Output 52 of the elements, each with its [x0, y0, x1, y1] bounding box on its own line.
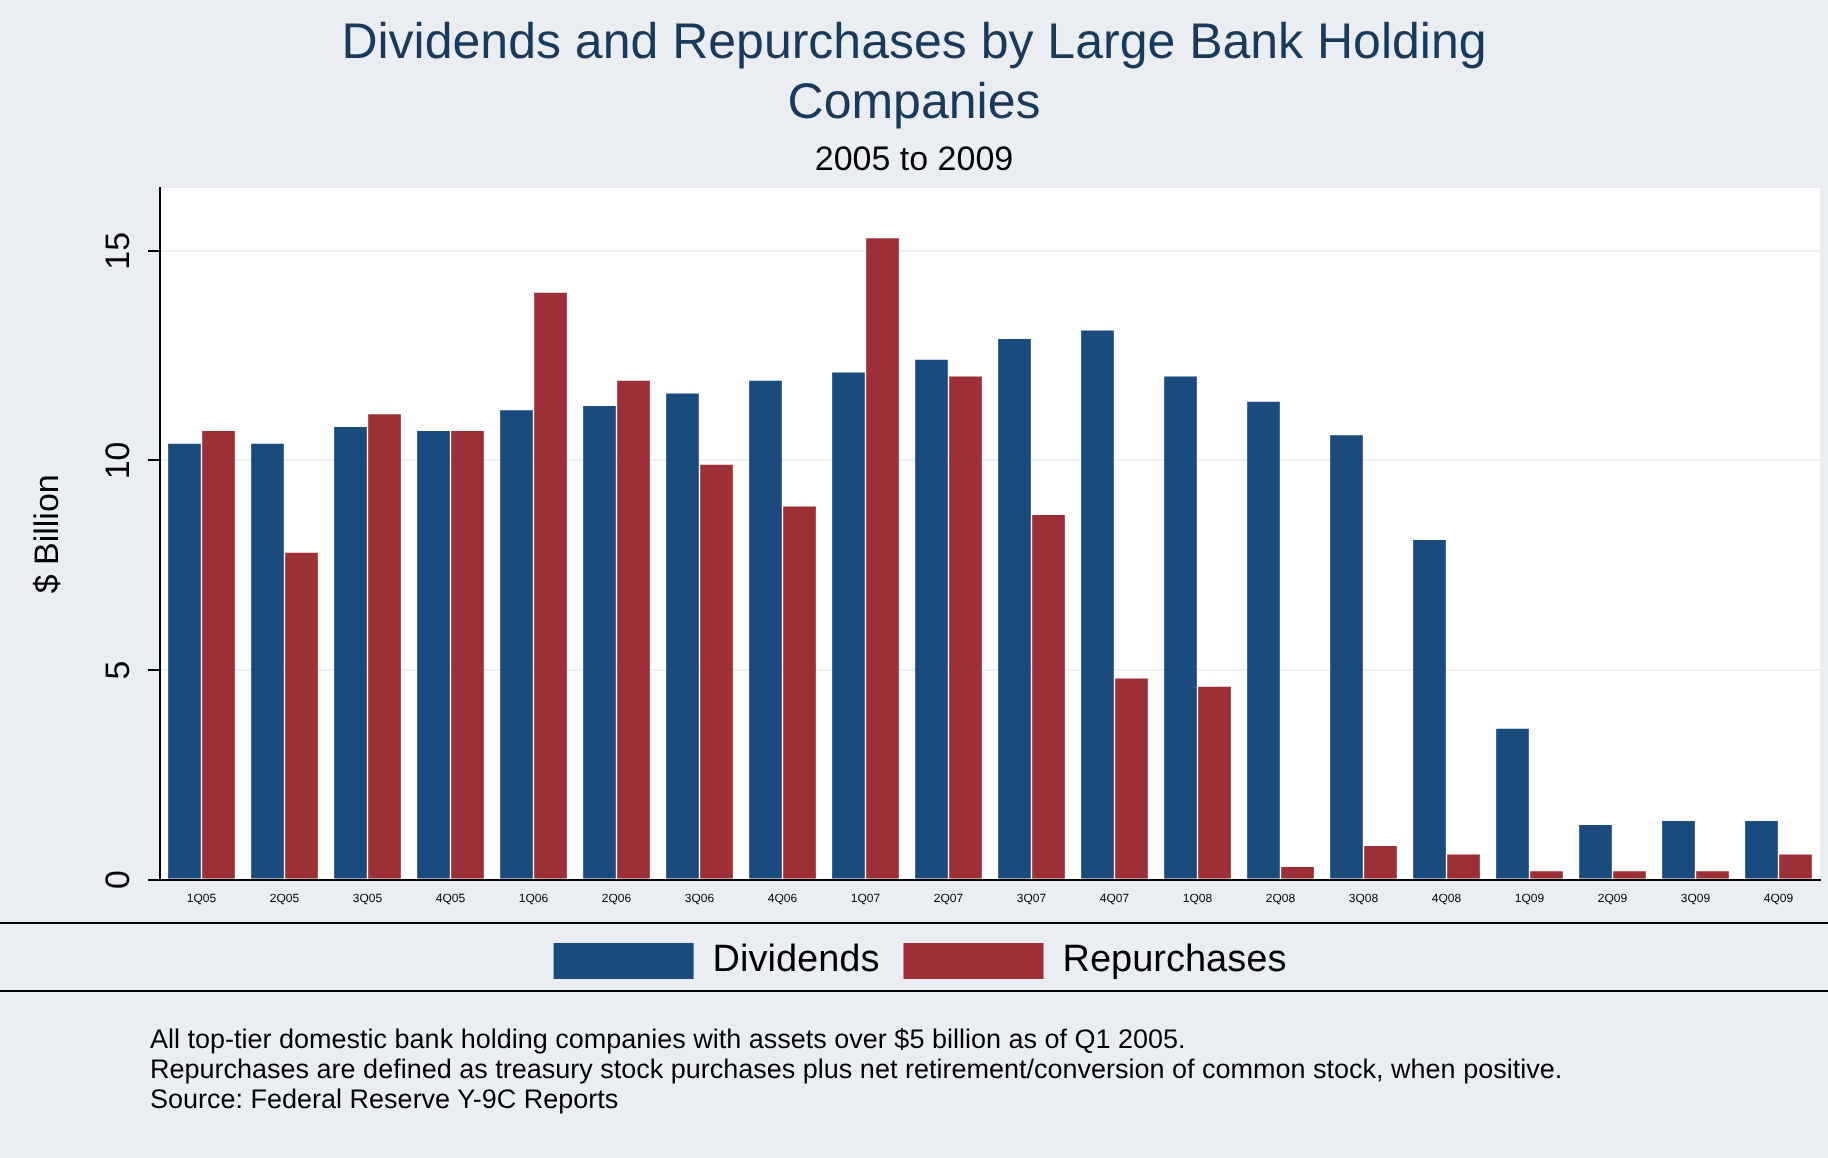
- bar: [1496, 728, 1529, 879]
- bar: [1281, 867, 1314, 879]
- bar: [1081, 330, 1114, 879]
- y-tick-label: 15: [99, 231, 138, 270]
- bar: [1247, 401, 1280, 879]
- legend-label: Dividends: [712, 939, 880, 982]
- bar: [1115, 678, 1148, 879]
- bar: [583, 405, 616, 879]
- bar: [1447, 854, 1480, 879]
- bar: [1579, 825, 1612, 879]
- text: All top-tier domestic bank holding companies with assets over $5 billion as of Q1 2005.: [150, 1024, 1188, 1054]
- bar: [832, 372, 865, 879]
- bar: [1745, 820, 1778, 879]
- bar: [1198, 686, 1231, 879]
- bar: [998, 338, 1031, 879]
- y-tick-label: 0: [99, 870, 138, 890]
- legend-label: Repurchases: [1062, 939, 1287, 982]
- bar: [783, 506, 816, 879]
- bar: [285, 552, 318, 879]
- bar: [1330, 435, 1363, 879]
- text: Repurchases are defined as treasury stock purchases plus net retirement/conversion of common stock, when positive.: [150, 1054, 1565, 1084]
- bar: [866, 238, 899, 879]
- bar: [749, 380, 782, 879]
- source-note: Source: Federal Reserve Y-9C Reports: [150, 1084, 621, 1114]
- bar: [500, 410, 533, 879]
- bar: [1662, 820, 1695, 879]
- bar: [700, 464, 733, 879]
- bar: [251, 443, 284, 879]
- chart-title: Dividends and Repurchases by Large Bank Holding Companies: [339, 12, 1489, 132]
- bar: [368, 414, 401, 879]
- bar: [534, 292, 567, 879]
- bar: [1364, 846, 1397, 879]
- bar: [915, 359, 948, 879]
- bar: [1164, 376, 1197, 879]
- bar: [1530, 871, 1563, 879]
- bar: [1613, 871, 1646, 879]
- bar: [417, 431, 450, 879]
- y-axis-title: $ Billion: [27, 474, 66, 594]
- bar: [1032, 514, 1065, 879]
- bar: [1413, 540, 1446, 879]
- y-tick-label: 5: [99, 660, 138, 680]
- bar: [168, 443, 201, 879]
- bar: [451, 431, 484, 879]
- bar: [1779, 854, 1812, 879]
- bar: [202, 431, 235, 879]
- bar: [1696, 871, 1729, 879]
- bar: [617, 380, 650, 879]
- bar: [666, 393, 699, 879]
- bar: [334, 426, 367, 879]
- chart-subtitle: 2005 to 2009: [812, 140, 1016, 180]
- y-tick-label: 10: [99, 441, 138, 480]
- bar: [949, 376, 982, 879]
